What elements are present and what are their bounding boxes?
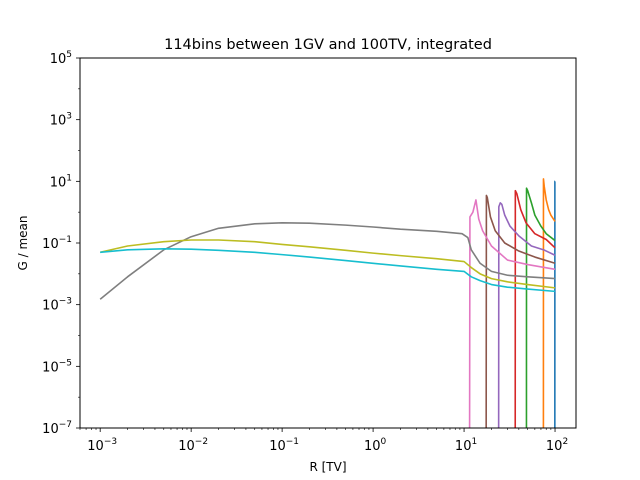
series-line-5 <box>485 194 556 429</box>
x-tick-label: 10−1 <box>269 437 299 454</box>
y-tick-label: 10−7 <box>42 420 72 437</box>
x-tick-label: 102 <box>546 437 568 454</box>
chart-title: 114bins between 1GV and 100TV, integrate… <box>164 37 492 53</box>
x-tick-label: 101 <box>455 437 477 454</box>
x-axis-label: R [TV] <box>309 460 346 474</box>
y-tick-label: 105 <box>50 50 72 67</box>
y-tick-label: 10−5 <box>42 358 72 375</box>
series-line-9 <box>100 247 556 293</box>
x-tick-label: 100 <box>364 437 387 454</box>
series-line-1 <box>542 178 556 429</box>
x-axis: 10−3 10−2 10−1 100 101 102 <box>79 428 568 454</box>
y-tick-label: 10−1 <box>42 235 72 252</box>
x-tick-label: 10−2 <box>178 437 208 454</box>
y-tick-label: 101 <box>50 173 72 190</box>
series-layer <box>99 178 556 429</box>
series-line-4 <box>497 202 556 429</box>
series-line-6 <box>468 199 556 429</box>
series-line-2 <box>525 187 556 429</box>
y-tick-label: 10−3 <box>42 297 72 314</box>
y-tick-label: 103 <box>50 112 72 129</box>
y-axis-label: G / mean <box>16 215 30 270</box>
series-line-3 <box>514 189 556 429</box>
x-tick-label: 10−3 <box>87 437 117 454</box>
series-line-7 <box>99 222 556 300</box>
series-line-8 <box>100 239 556 289</box>
y-axis: 10−7 10−5 10−3 10−1 101 103 105 <box>42 50 80 437</box>
